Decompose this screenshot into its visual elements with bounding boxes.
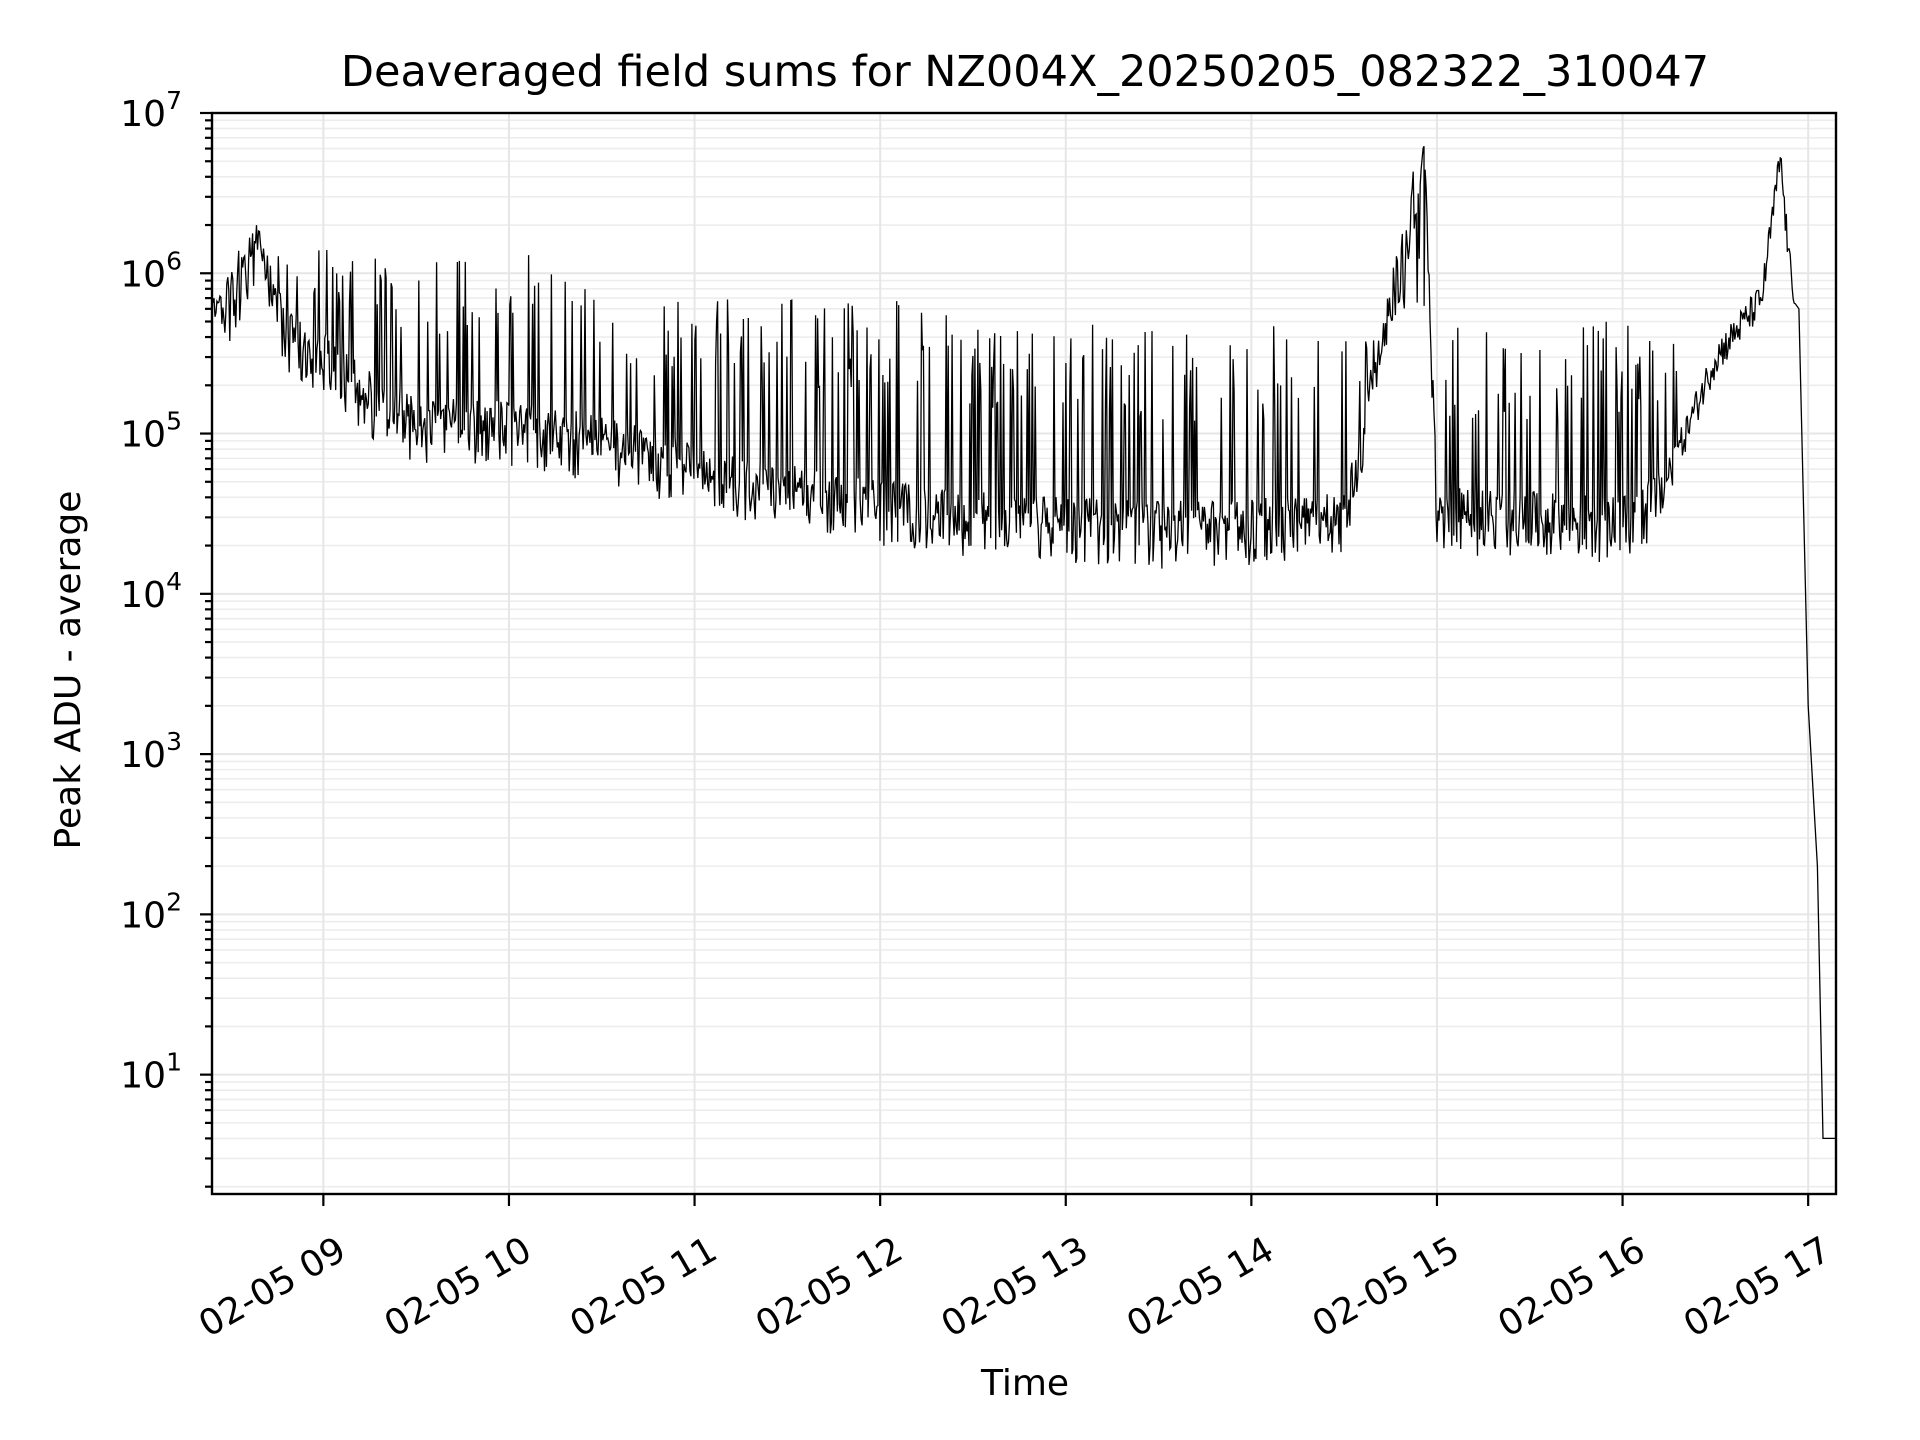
y-tick-base: 10 (120, 1056, 166, 1097)
y-tick-label: 105 (120, 407, 182, 456)
y-tick-label: 106 (120, 246, 182, 295)
data-series (211, 146, 1836, 1140)
y-tick-exponent: 5 (166, 407, 182, 436)
y-tick-label: 104 (120, 567, 182, 616)
chart-title: Deaveraged field sums for NZ004X_2025020… (341, 47, 1709, 97)
plot-frame (210, 111, 1838, 1196)
y-tick-base: 10 (120, 735, 166, 776)
y-tick-base: 10 (120, 895, 166, 936)
x-axis-label: Time (980, 1363, 1069, 1404)
y-tick-base: 10 (120, 254, 166, 295)
y-tick-base: 10 (120, 575, 166, 616)
y-tick-exponent: 7 (166, 86, 182, 115)
y-tick-base: 10 (120, 94, 166, 135)
y-tick-label: 101 (120, 1048, 182, 1097)
y-tick-exponent: 4 (166, 567, 182, 596)
y-tick-exponent: 6 (166, 246, 182, 275)
y-tick-exponent: 1 (166, 1048, 182, 1077)
y-tick-label: 107 (120, 86, 182, 135)
y-tick-label: 102 (120, 887, 182, 936)
y-tick-base: 10 (120, 415, 166, 456)
y-tick-label: 103 (120, 727, 182, 776)
y-axis-label: Peak ADU - average (48, 491, 89, 850)
y-tick-exponent: 2 (166, 887, 182, 916)
series-line (211, 146, 1836, 1140)
y-tick-exponent: 3 (166, 727, 182, 756)
